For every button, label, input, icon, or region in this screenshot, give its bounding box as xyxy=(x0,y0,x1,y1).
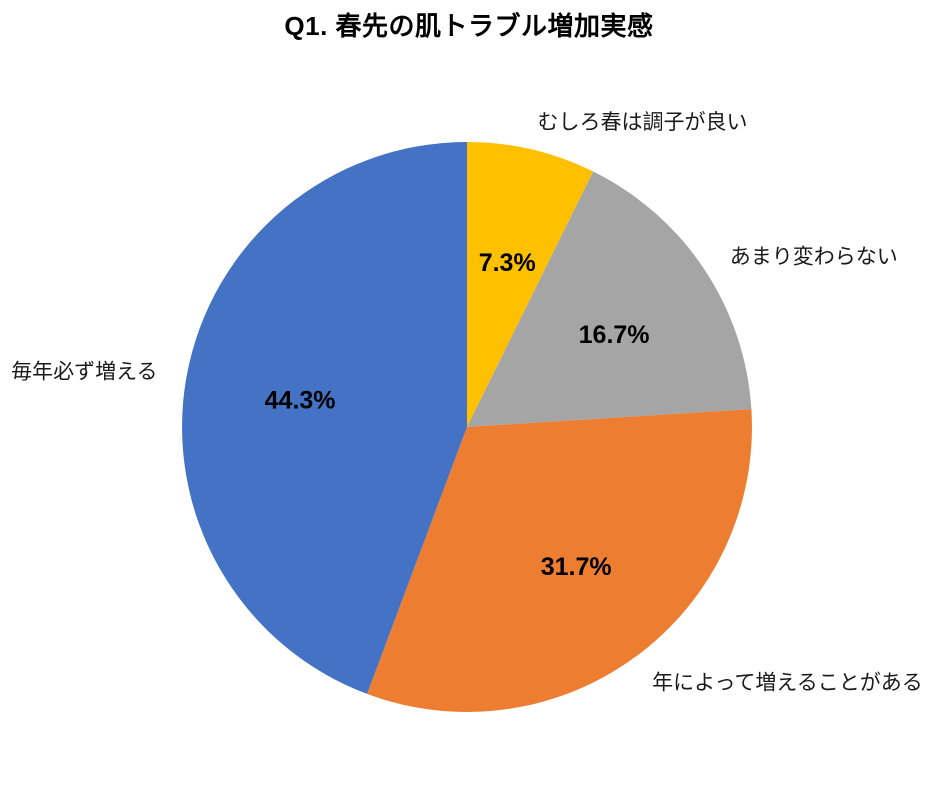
percent-label-1: 16.7% xyxy=(579,321,650,349)
category-label-1: あまり変わらない xyxy=(730,245,898,268)
pie-slice-3 xyxy=(182,142,467,694)
percent-label-2: 31.7% xyxy=(541,553,612,581)
percent-label-0: 7.3% xyxy=(479,249,536,277)
percent-label-3: 44.3% xyxy=(265,387,336,415)
category-label-0: むしろ春は調子が良い xyxy=(538,111,748,134)
pie-slice-0 xyxy=(467,142,594,427)
chart-title: Q1. 春先の肌トラブル増加実感 xyxy=(284,11,654,41)
pie-slice-2 xyxy=(367,409,752,712)
category-label-2: 年によって増えることがある xyxy=(652,671,923,694)
pie-slice-1 xyxy=(467,171,752,427)
category-label-3: 毎年必ず増える xyxy=(11,361,157,384)
